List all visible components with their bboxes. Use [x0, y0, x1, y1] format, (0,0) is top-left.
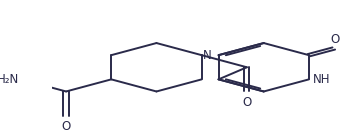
Text: O: O	[331, 33, 340, 46]
Text: H₂N: H₂N	[0, 73, 19, 86]
Text: O: O	[62, 120, 71, 133]
Text: NH: NH	[312, 73, 330, 86]
Text: N: N	[203, 49, 212, 62]
Text: O: O	[242, 95, 251, 109]
